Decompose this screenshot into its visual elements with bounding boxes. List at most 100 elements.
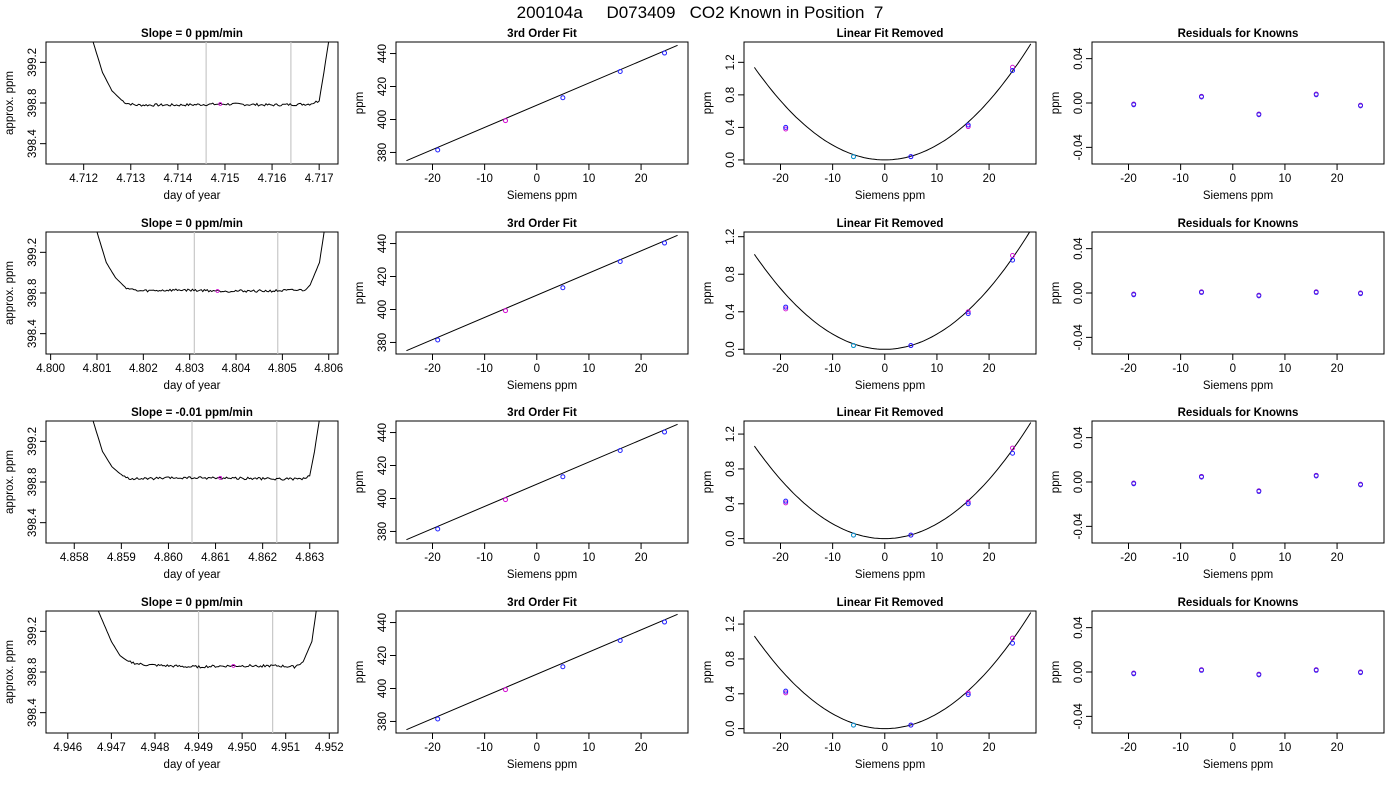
x-tick-label: -10 [1172,552,1189,564]
y-axis-label: ppm [354,92,366,114]
data-point [231,664,236,668]
data-point [1010,445,1015,451]
x-tick-label: 4.713 [116,173,145,185]
plot-frame [45,610,339,734]
x-axis-label: Siemens ppm [507,380,577,392]
data-point [617,259,623,265]
x-axis-label: Siemens ppm [507,190,577,202]
plot-data [406,613,678,731]
x-tick-label: 10 [583,742,596,754]
plot-data [753,232,1031,350]
x-tick-label: 4.946 [53,742,82,754]
time-series-line [92,421,320,481]
y-tick-label: 0.04 [1073,616,1085,639]
data-point [435,716,441,722]
panel-r3-c3: Residuals for Knowns -20 -10 0 10 20 -0.04 0.00… [1050,597,1385,771]
data-point [1199,474,1204,480]
data-point [617,638,623,644]
data-point [1199,668,1204,673]
x-tick-label: 20 [1331,363,1344,375]
plot-data [96,232,325,354]
data-point [617,69,623,75]
data-point [783,124,789,130]
x-tick-label: -20 [424,552,441,564]
y-tick-label: 0.04 [1073,237,1085,260]
data-point [1131,481,1137,487]
y-axis-label: ppm [354,661,366,683]
y-tick-label: 399.2 [27,238,39,267]
y-axis-label: ppm [702,282,714,304]
data-point [1358,291,1363,297]
plot-frame [743,610,1037,734]
data-point [783,126,789,132]
data-point [1131,671,1137,677]
data-point [662,429,668,435]
x-axis-label: day of year [164,380,221,392]
x-tick-label: -10 [824,173,841,185]
y-tick-label: 0.00 [1073,282,1085,304]
plot-data [1131,667,1364,678]
data-point [1358,103,1363,109]
panel-r2-c2: Linear Fit Removed -20 -10 0 10 20 0.0 0.4 0.8 1.… [702,407,1037,581]
y-tick-label: -0.04 [1073,134,1085,161]
data-point [1010,640,1016,646]
y-tick-label: 380 [377,333,389,352]
x-tick-label: 4.863 [295,552,324,564]
data-point [1256,672,1262,678]
panel-r0-c2: Linear Fit Removed -20 -10 0 10 20 0.0 0.4 0.8 1.… [702,28,1037,202]
data-point [783,500,789,506]
panel-title: 3rd Order Fit [507,407,577,419]
y-tick-label: 400 [377,679,389,698]
panel-r0-c3: Residuals for Knowns -20 -10 0 10 20 -0.04 0.00… [1050,28,1385,202]
data-point [1313,473,1319,479]
data-point [503,497,508,503]
data-point [1313,290,1319,296]
x-tick-label: -10 [476,552,493,564]
y-axis-label: ppm [354,471,366,493]
data-point [215,289,220,293]
x-tick-label: -10 [824,742,841,754]
x-tick-label: 4.717 [305,173,334,185]
data-point [965,309,971,315]
time-series-line [97,611,317,669]
x-tick-label: -20 [424,363,441,375]
x-tick-label: 20 [1331,552,1344,564]
data-point [1256,112,1262,118]
y-tick-label: 440 [377,613,389,632]
y-tick-label: 0.4 [725,495,737,512]
plot-data [97,611,317,733]
plot-data [1131,472,1364,495]
y-axis-label: ppm [702,471,714,493]
plot-data [406,423,678,541]
y-tick-label: 398.4 [27,508,39,537]
panel-r1-c3: Residuals for Knowns -20 -10 0 10 20 -0.04 0.00… [1050,218,1385,392]
panel-title: Linear Fit Removed [837,597,944,609]
fit-curve [753,422,1032,540]
y-tick-label: 0.8 [725,266,737,282]
data-point [1199,94,1204,100]
plot-frame [743,420,1037,544]
x-tick-label: 4.716 [258,173,287,185]
panel-title: Linear Fit Removed [837,218,944,230]
y-axis-label: approx. ppm [4,450,16,514]
y-tick-label: 400 [377,489,389,508]
data-point [662,240,668,246]
y-tick-label: 440 [377,234,389,253]
panel-title: Slope = 0 ppm/min [141,28,243,40]
page-title: 200104a D073409 CO2 Known in Position 7 [516,3,884,22]
data-point [965,499,971,505]
plot-frame [45,231,339,355]
x-tick-label: -20 [772,363,789,375]
panel-title: 3rd Order Fit [507,597,577,609]
y-tick-label: 0.04 [1073,426,1085,449]
x-tick-label: 4.861 [201,552,230,564]
y-axis-label: approx. ppm [4,640,16,704]
data-point [1010,450,1016,456]
y-tick-label: 0.04 [1073,47,1085,70]
data-point [662,50,668,56]
y-tick-label: 420 [377,77,389,96]
x-axis-label: Siemens ppm [855,380,925,392]
x-tick-label: 0 [534,742,540,754]
y-axis-label: approx. ppm [4,71,16,135]
panel-title: Linear Fit Removed [837,28,944,40]
